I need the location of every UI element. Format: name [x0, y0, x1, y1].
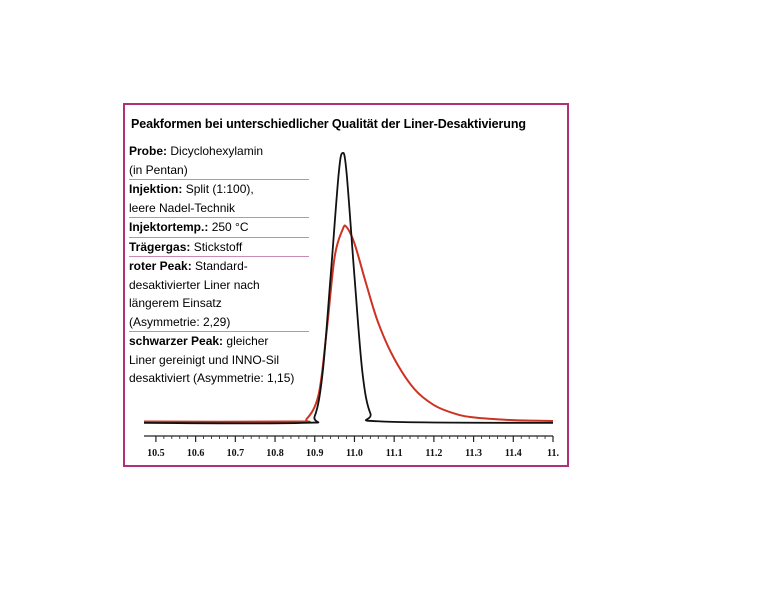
info-line: (Asymmetrie: 2,29) [129, 313, 309, 332]
info-label: Probe: [129, 144, 168, 158]
info-label: Injektion: [129, 182, 183, 196]
x-tick-label: 11.0 [346, 448, 363, 459]
info-line: Probe: Dicyclohexylamin [129, 142, 309, 161]
x-tick-label: 10.8 [266, 448, 284, 459]
info-text: Split (1:100), [185, 182, 254, 196]
info-line: schwarzer Peak: gleicher [129, 332, 309, 351]
x-tick-label: 10.6 [187, 448, 205, 459]
info-line: desaktiviert (Asymmetrie: 1,15) [129, 369, 309, 388]
info-line: (in Pentan) [129, 161, 309, 180]
info-text: Standard- [195, 259, 248, 273]
sample-info-panel: Probe: Dicyclohexylamin (in Pentan) Injekt… [129, 142, 309, 388]
info-line: längerem Einsatz [129, 294, 309, 313]
info-text: 250 °C [211, 220, 249, 234]
info-text: desaktivierter Liner nach [129, 277, 260, 292]
info-text: desaktiviert (Asymmetrie: 1,15) [129, 371, 295, 385]
info-text: (in Pentan) [129, 162, 188, 177]
chromatogram-plot: 10.5 10.6 10.7 10.8 10.9 11.0 11.1 11.2 11.3 11.4… [143, 151, 559, 459]
info-block: Injektortemp.: 250 °C [129, 218, 309, 238]
x-tick-label: 10.7 [227, 448, 245, 459]
info-label: Trägergas: [129, 239, 191, 254]
x-tick-label: 11.3 [465, 448, 482, 459]
black-peak-line [143, 151, 554, 425]
x-tick-label: 10.9 [306, 448, 324, 459]
info-label: roter Peak: [129, 259, 192, 273]
info-line: roter Peak: Standard- [129, 257, 309, 276]
info-text: Dicyclohexylamin [170, 144, 264, 158]
chart-frame: Peakformen bei unterschiedlicher Qualitä… [123, 103, 569, 467]
info-line: desaktivierter Liner nach [129, 276, 309, 295]
info-line: Injektortemp.: 250 °C [129, 218, 309, 237]
x-tick-label: 11. [547, 448, 559, 459]
x-tick-label: 11.4 [505, 448, 522, 459]
info-text: Stickstoff [193, 239, 243, 254]
x-tick-label: 10.5 [147, 448, 165, 459]
info-line: Trägergas: Stickstoff [129, 238, 309, 257]
info-text: (Asymmetrie: 2,29) [129, 314, 231, 329]
info-text: gleicher [226, 334, 269, 348]
info-line: Injektion: Split (1:100), [129, 180, 309, 199]
info-label: Injektortemp.: [129, 220, 209, 234]
info-line: leere Nadel-Technik [129, 199, 309, 218]
x-tick-label: 11.2 [425, 448, 442, 459]
chart-title: Peakformen bei unterschiedlicher Qualitä… [131, 117, 526, 131]
info-text: leere Nadel-Technik [129, 200, 236, 215]
info-block: Injektion: Split (1:100), leere Nadel-Tec… [129, 180, 309, 218]
info-label: schwarzer Peak: [129, 334, 224, 348]
info-line: Liner gereinigt und INNO-Sil [129, 351, 309, 370]
info-text: längerem Einsatz [129, 296, 222, 310]
info-block: Probe: Dicyclohexylamin (in Pentan) [129, 142, 309, 180]
x-tick-label: 11.1 [386, 448, 403, 459]
red-peak-line [143, 224, 554, 423]
info-block: roter Peak: Standard-desaktivierter Line… [129, 257, 309, 332]
info-text: Liner gereinigt und INNO-Sil [129, 352, 280, 367]
info-block: schwarzer Peak: gleicher Liner gereinigt … [129, 332, 309, 388]
info-block: Trägergas: Stickstoff [129, 238, 309, 257]
